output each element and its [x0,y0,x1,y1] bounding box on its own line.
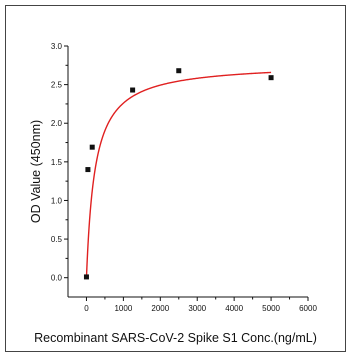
y-axis-title: OD Value (450nm) [29,120,43,223]
y-tick-label: 1.0 [51,196,63,205]
x-tick-label: 6000 [299,304,317,313]
chart-frame [5,5,346,352]
x-tick-label: 0 [84,304,89,313]
data-point [176,68,182,74]
x-tick-label: 2000 [151,304,169,313]
y-tick-label: 0.5 [51,235,63,244]
x-tick-label: 1000 [114,304,132,313]
y-tick-label: 3.0 [51,42,63,51]
x-tick-label: 5000 [262,304,280,313]
y-tick-label: 2.5 [51,81,63,90]
y-tick-label: 2.0 [51,119,63,128]
chart-ticks: 0 1000 2000 3000 4000 5000 6000 0.0 0.5 1.0 1.5 2.0… [51,42,318,313]
y-tick-label: 1.5 [51,158,63,167]
data-point [85,167,91,173]
data-point [89,144,95,150]
data-point [130,87,136,93]
data-points [83,68,274,280]
fit-curve [85,71,272,278]
data-point [268,75,274,81]
x-tick-label: 4000 [225,304,243,313]
x-tick-label: 3000 [188,304,206,313]
y-tick-label: 0.0 [51,274,63,283]
chart-axes [67,46,308,298]
x-axis-title: Recombinant SARS-CoV-2 Spike S1 Conc.(ng… [34,331,317,345]
data-point [83,274,89,280]
